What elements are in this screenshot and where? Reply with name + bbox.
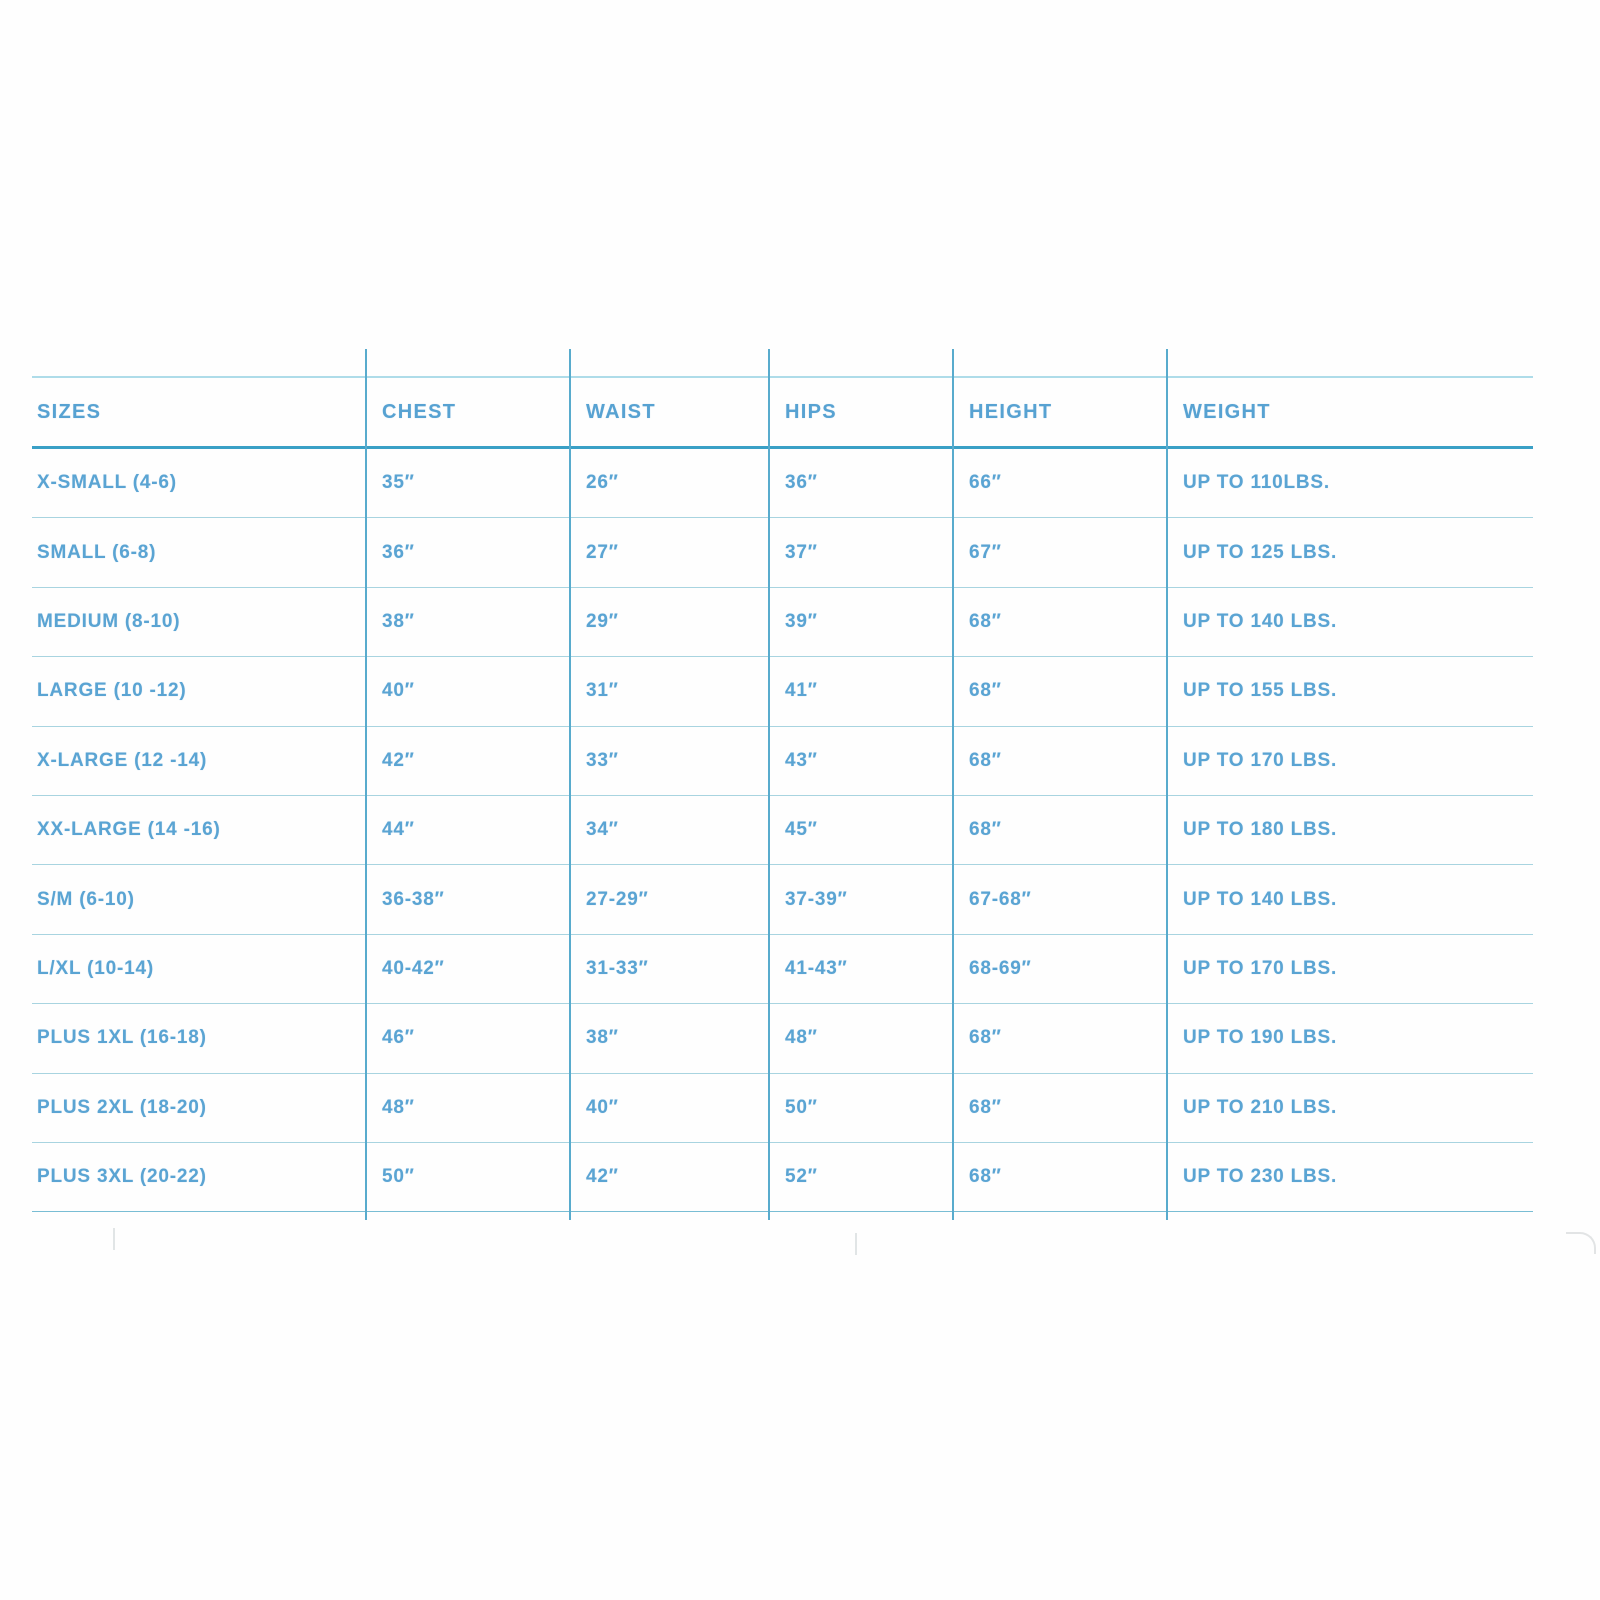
hips-cell: 36″ (768, 449, 952, 519)
column-header-weight: WEIGHT (1166, 378, 1533, 449)
column-divider-line (952, 349, 954, 1220)
weight-cell: UP TO 155 LBS. (1166, 657, 1533, 727)
chest-cell: 36″ (365, 518, 569, 588)
height-cell: 68″ (952, 1143, 1166, 1213)
row-label-cell: PLUS 2XL (18-20) (32, 1074, 365, 1143)
chest-cell: 35″ (365, 449, 569, 519)
hips-cell: 39″ (768, 588, 952, 658)
column-header-hips: HIPS (768, 378, 952, 449)
chest-cell: 46″ (365, 1004, 569, 1074)
height-cell: 68-69″ (952, 935, 1166, 1005)
waist-cell: 27-29″ (569, 865, 768, 935)
weight-cell: UP TO 110LBS. (1166, 449, 1533, 519)
waist-cell: 40″ (569, 1074, 768, 1143)
waist-cell: 29″ (569, 588, 768, 658)
height-cell: 67″ (952, 518, 1166, 588)
waist-cell: 38″ (569, 1004, 768, 1074)
height-cell: 68″ (952, 657, 1166, 727)
column-header-sizes: SIZES (32, 378, 365, 449)
waist-cell: 31-33″ (569, 935, 768, 1005)
chest-cell: 48″ (365, 1074, 569, 1143)
weight-cell: UP TO 170 LBS. (1166, 935, 1533, 1005)
hips-cell: 37″ (768, 518, 952, 588)
hips-cell: 41-43″ (768, 935, 952, 1005)
weight-cell: UP TO 140 LBS. (1166, 588, 1533, 658)
row-label-cell: S/M (6-10) (32, 865, 365, 935)
column-divider-line (1166, 349, 1168, 1220)
weight-cell: UP TO 190 LBS. (1166, 1004, 1533, 1074)
waist-cell: 27″ (569, 518, 768, 588)
weight-cell: UP TO 125 LBS. (1166, 518, 1533, 588)
row-label-cell: L/XL (10-14) (32, 935, 365, 1005)
column-header-waist: WAIST (569, 378, 768, 449)
hips-cell: 41″ (768, 657, 952, 727)
chest-cell: 44″ (365, 796, 569, 866)
column-header-height: HEIGHT (952, 378, 1166, 449)
weight-cell: UP TO 210 LBS. (1166, 1074, 1533, 1143)
height-cell: 68″ (952, 1074, 1166, 1143)
size-chart-table: SIZES CHEST WAIST HIPS HEIGHT WEIGHT X-S… (32, 376, 1533, 1213)
row-label-cell: PLUS 1XL (16-18) (32, 1004, 365, 1074)
weight-cell: UP TO 140 LBS. (1166, 865, 1533, 935)
chest-cell: 40″ (365, 657, 569, 727)
hips-cell: 45″ (768, 796, 952, 866)
column-divider-line (569, 349, 571, 1220)
hips-cell: 48″ (768, 1004, 952, 1074)
faint-tick-mark (113, 1228, 115, 1250)
row-label-cell: PLUS 3XL (20-22) (32, 1143, 365, 1213)
row-label-cell: XX-LARGE (14 -16) (32, 796, 365, 866)
waist-cell: 42″ (569, 1143, 768, 1213)
height-cell: 68″ (952, 796, 1166, 866)
row-label-cell: X-LARGE (12 -14) (32, 727, 365, 796)
row-label-cell: MEDIUM (8-10) (32, 588, 365, 658)
height-cell: 68″ (952, 1004, 1166, 1074)
waist-cell: 34″ (569, 796, 768, 866)
height-cell: 68″ (952, 727, 1166, 796)
weight-cell: UP TO 170 LBS. (1166, 727, 1533, 796)
waist-cell: 33″ (569, 727, 768, 796)
hips-cell: 50″ (768, 1074, 952, 1143)
waist-cell: 31″ (569, 657, 768, 727)
hips-cell: 52″ (768, 1143, 952, 1213)
row-label-cell: SMALL (6-8) (32, 518, 365, 588)
chest-cell: 36-38″ (365, 865, 569, 935)
weight-cell: UP TO 180 LBS. (1166, 796, 1533, 866)
hips-cell: 37-39″ (768, 865, 952, 935)
faint-tick-mark (855, 1233, 857, 1255)
row-label-cell: LARGE (10 -12) (32, 657, 365, 727)
chest-cell: 50″ (365, 1143, 569, 1213)
weight-cell: UP TO 230 LBS. (1166, 1143, 1533, 1213)
faint-corner-curve (1566, 1232, 1596, 1254)
chest-cell: 38″ (365, 588, 569, 658)
chest-cell: 42″ (365, 727, 569, 796)
column-header-chest: CHEST (365, 378, 569, 449)
row-label-cell: X-SMALL (4-6) (32, 449, 365, 519)
chest-cell: 40-42″ (365, 935, 569, 1005)
column-divider-line (365, 349, 367, 1220)
waist-cell: 26″ (569, 449, 768, 519)
height-cell: 67-68″ (952, 865, 1166, 935)
hips-cell: 43″ (768, 727, 952, 796)
column-divider-line (768, 349, 770, 1220)
height-cell: 66″ (952, 449, 1166, 519)
height-cell: 68″ (952, 588, 1166, 658)
